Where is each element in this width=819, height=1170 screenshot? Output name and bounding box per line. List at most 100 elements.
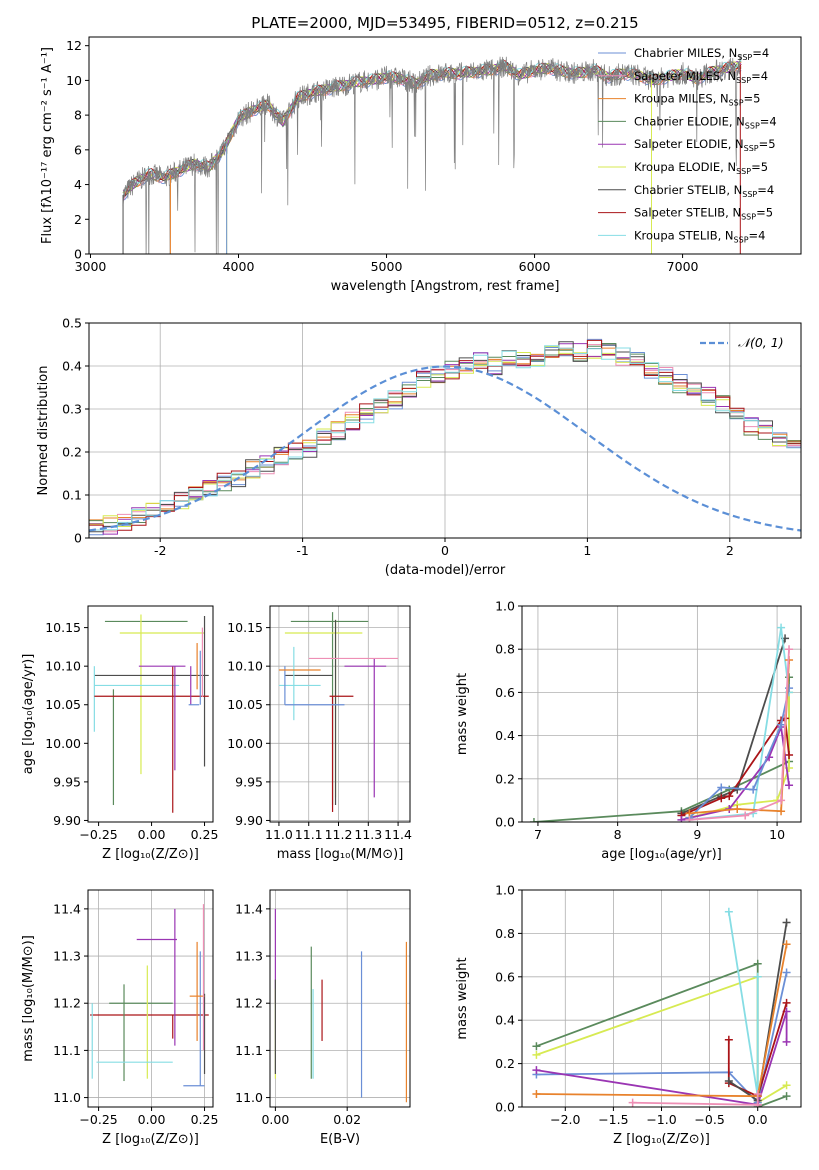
y-tick-label: 11.2 [53,996,81,1011]
y-tick-label: 0.4 [495,728,515,743]
y-tick-label: 0.2 [62,445,82,460]
y-tick-label: 11.3 [53,949,81,964]
x-tick-label: 7 [534,827,542,842]
weight-point-marker [785,781,794,790]
weight-series-line [727,911,759,1097]
x-tick-label: 6000 [519,259,551,274]
weight-point-marker [753,1100,762,1107]
weight-point-marker [777,796,786,805]
y-axis-label: mass [log₁₀(M/M⊙)] [21,935,36,1062]
x-tick-label: 1 [583,543,591,558]
y-tick-label: 0.2 [495,771,515,786]
legend-label-sub: SSP [741,213,756,222]
x-tick-label: 9 [693,827,701,842]
x-tick-label: 5000 [371,259,403,274]
x-axis-label: age [log₁₀(age/yr)] [601,847,722,862]
y-tick-label: 2 [74,212,82,227]
weight-point-marker [777,720,786,729]
y-tick-label: 1.0 [495,883,515,898]
legend-label-sub: SSP [737,53,752,62]
x-axis-label: mass [log₁₀(M/M⊙)] [277,847,404,862]
weight-point-marker [753,959,762,968]
y-tick-label: 12 [66,38,82,53]
weight-series-line [689,659,790,815]
weight-series-line [536,1011,788,1106]
weight-point-marker [749,785,758,794]
figure-title: PLATE=2000, MJD=53495, FIBERID=0512, z=0… [251,14,638,32]
y-tick-label: 9.95 [53,774,81,789]
legend-label: Kroupa STELIB, NSSP=4 [634,228,765,244]
x-axis-label: E(B-V) [320,1132,360,1147]
plot-area-ebv-mass [270,890,410,1107]
weight-point-marker [782,998,791,1007]
x-tick-label: 11.3 [354,827,382,842]
weight-point-marker [777,623,786,632]
y-tick-label: 10.10 [227,659,263,674]
x-tick-label: 2 [726,543,734,558]
y-tick-label: 11.3 [235,949,263,964]
legend-label-sub: SSP [736,167,751,176]
weight-point-marker [529,818,538,822]
weight-point-marker [717,783,726,792]
x-tick-label: 0.00 [261,1112,289,1127]
axes-frame [87,605,214,823]
legend-label-tail: =5 [751,160,768,174]
y-tick-label: 10 [66,73,82,88]
weight-series-line [727,1002,788,1098]
axes-ebv-mass: 0.00 0.02 11.0 11.1 11.2 11.3 11.4 E(B-V) [235,889,411,1147]
weight-point-marker [782,968,791,977]
axes-mass-age: 11.0 11.1 11.2 11.3 11.4 9.90 9.95 10.00 10.05 10… [227,605,412,862]
plot-area-spectrum [122,53,742,254]
x-tick-label: -1 [296,543,308,558]
y-tick-label: 0.6 [495,969,515,984]
y-axis-label: mass weight [455,673,470,755]
axes-frame [521,605,802,823]
x-tick-label: 11.4 [384,827,412,842]
x-axis-label: wavelength [Angstrom, rest frame] [331,279,560,294]
axes-spectrum: 3000 4000 5000 6000 7000 0 2 4 6 8 10 12 wavelength … [40,36,802,294]
axes-residuals: -2 -1 0 1 2 0 0.1 0.2 0.3 0.4 0.5 (data-model)/erro… [36,316,802,578]
legend-label: Chabrier STELIB, NSSP=4 [634,183,774,199]
plot-area-Z-age [93,614,209,813]
weight-series-line [689,649,790,821]
x-tick-label: −2.0 [550,1112,580,1127]
y-tick-label: 0.4 [495,1013,515,1028]
legend-label: Kroupa ELODIE, NSSP=5 [634,160,768,176]
weight-point-marker [777,807,786,816]
weight-series-line [689,692,790,819]
y-tick-label: 9.90 [235,813,263,828]
x-tick-label: −1.5 [598,1112,628,1127]
spectrum-legend: Chabrier MILES, NSSP=4 Salpeter MILES, NS… [598,46,777,244]
x-tick-label: 0.02 [333,1112,361,1127]
normal-curve [89,365,801,532]
observed-spectrum-line [122,53,742,254]
weight-point-marker [532,1042,541,1051]
y-tick-label: 4 [74,177,82,192]
x-axis-label: Z [log₁₀(Z/Z⊙)] [102,1132,199,1147]
weight-point-marker [753,972,762,981]
axes-Z-age: −0.25 0.00 0.25 9.90 9.95 10.00 10.05 10.10 10.1… [21,605,218,862]
y-tick-label: 0.8 [495,926,515,941]
legend-label: Salpeter ELODIE, NSSP=5 [634,137,776,153]
plot-area-age-weight [522,606,801,822]
y-tick-label: 0.6 [495,685,515,700]
weight-point-marker [741,811,750,820]
legend-label-tail: =4 [757,183,774,197]
x-tick-label: 0 [441,543,449,558]
axes-age-weight: 7 8 9 10 0.0 0.2 0.4 0.6 0.8 1.0 age [log₁₀(age/yr… [455,599,802,862]
x-tick-label: 11.1 [295,827,323,842]
y-axis-label: age [log₁₀(age/yr)] [21,654,36,775]
x-tick-label: 0.0 [748,1112,768,1127]
x-tick-label: 3000 [75,259,107,274]
legend-label-sub: SSP [744,144,759,153]
x-tick-label: −0.25 [79,827,117,842]
weight-point-marker [724,1076,733,1085]
y-tick-label: 0.0 [495,1100,515,1115]
legend-label-sub: SSP [742,190,757,199]
y-tick-label: 0.3 [62,402,82,417]
y-tick-label: 11.4 [53,901,81,916]
histogram-step [89,341,801,533]
legend-label: 𝒩(0, 1) [738,335,784,350]
legend-label-sub: SSP [734,235,749,244]
